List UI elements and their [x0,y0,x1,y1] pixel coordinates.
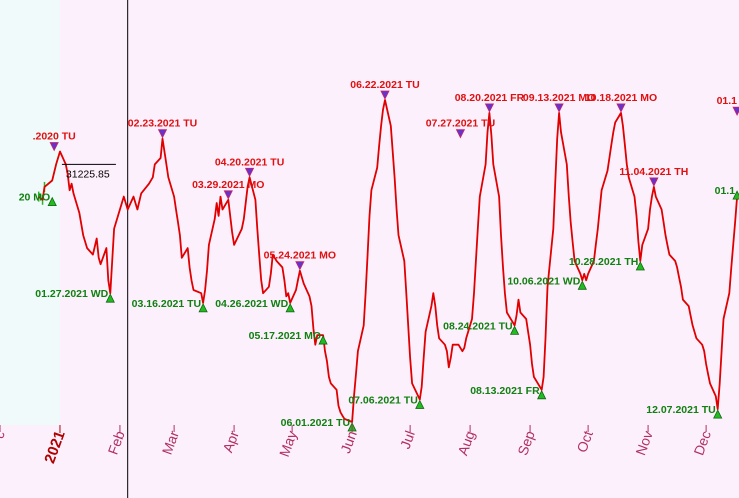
plot-background-2020 [0,0,60,425]
down-triangle-marker [484,103,495,113]
low-pivot-label: 01.27.2021 WD [35,288,108,300]
up-triangle-marker [732,190,739,200]
low-pivot-label: 20 MO [19,192,51,204]
low-pivot-label: 03.16.2021 TU [132,298,201,310]
high-pivot-label: 07.27.2021 TU [426,118,495,130]
x-axis-background [0,425,739,498]
high-pivot-label: 03.29.2021 MO [192,179,264,191]
up-triangle-marker [198,302,208,313]
plot-background-2021 [59,0,739,425]
low-pivot-label: 06.01.2021 TU [281,417,350,429]
high-pivot-label: 08.20.2021 FR [455,92,525,104]
month-label-mar: Mar [159,428,182,456]
down-triangle-marker [616,103,626,113]
pivot-markers [47,90,739,432]
month-label-jul: Jul [397,429,418,451]
down-triangle-marker [49,142,59,152]
down-triangle-marker [649,177,659,187]
high-pivot-label: 01.1 [717,95,738,107]
low-pivot-label: 07.06.2021 TU [348,394,417,406]
up-triangle-marker [537,389,547,400]
price-tag-value: 31225.85 [66,168,110,180]
month-label-c: c [0,429,8,441]
low-pivot-label: 10.28.2021 TH [569,256,638,268]
low-pivot-label: 12.07.2021 TU [646,404,715,416]
up-triangle-marker [285,302,295,313]
up-triangle-marker [635,261,645,271]
up-triangle-marker [105,293,115,303]
down-triangle-marker [380,90,390,100]
high-pivot-label: .2020 TU [33,131,76,143]
month-label-jun: Jun [337,429,360,456]
price-tag: 31225.85 [61,163,116,180]
up-triangle-marker [509,325,520,335]
low-pivot-label: 08.24.2021 TU [443,320,512,332]
up-triangle-marker [318,335,328,345]
high-pivot-label: 09.13.2021 MO [523,92,595,104]
up-triangle-marker [577,280,587,290]
down-triangle-marker [157,129,168,139]
low-pivot-label: 05.17.2021 MO [249,330,321,342]
pivot-labels: .2020 TU 20 MO 02.23.2021 TU 01.27.2021 WD 0… [19,79,737,429]
low-pivot-label: 10.06.2021 WD [507,275,580,287]
up-triangle-marker [713,409,723,419]
month-label-apr: Apr [219,428,242,454]
high-pivot-label: 02.23.2021 TU [128,118,197,130]
down-triangle-marker [554,103,564,113]
price-series-line [38,99,738,423]
down-triangle-marker [455,129,466,139]
high-pivot-label: 04.20.2021 TU [215,156,284,168]
low-pivot-label: 08.13.2021 FR [470,385,540,397]
up-triangle-marker [47,196,57,207]
down-triangle-marker [295,261,305,271]
low-pivot-label: 01.1 [715,185,736,197]
high-pivot-label: 10.18.2021 MO [585,92,657,104]
down-triangle-marker [732,106,739,116]
down-triangle-marker [244,167,255,178]
month-label-feb: Feb [104,428,127,456]
down-triangle-marker [223,190,233,200]
low-pivot-label: 04.26.2021 WD [215,298,288,310]
high-pivot-label: 06.22.2021 TU [350,79,419,91]
high-pivot-label: 05.24.2021 MO [264,250,336,262]
month-label-oct: Oct [573,428,596,454]
up-triangle-marker [415,399,425,409]
high-pivot-label: 11.04.2021 TH [619,166,688,178]
